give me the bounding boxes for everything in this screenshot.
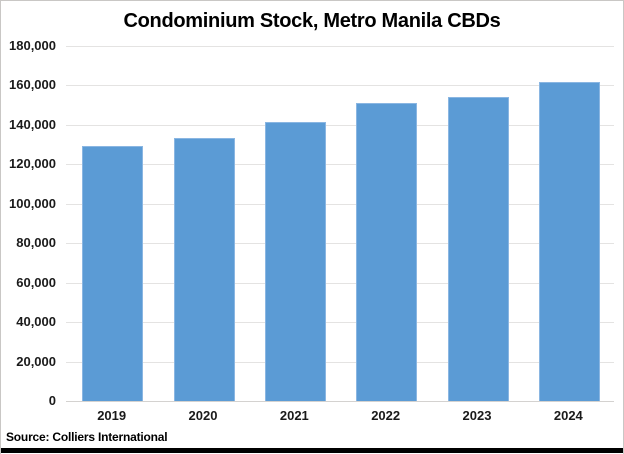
x-tick-label: 2019 bbox=[97, 408, 127, 423]
y-gridline bbox=[66, 322, 614, 323]
y-gridline bbox=[66, 204, 614, 205]
x-tick-label: 2021 bbox=[279, 408, 309, 423]
y-tick-label: 120,000 bbox=[9, 156, 56, 172]
bar-2023 bbox=[448, 97, 509, 401]
y-tick-label: 0 bbox=[48, 393, 56, 408]
y-tick-label: 180,000 bbox=[9, 38, 56, 53]
y-gridline bbox=[66, 85, 614, 86]
y-tick-label: 140,000 bbox=[9, 116, 56, 132]
y-tick-label: 100,000 bbox=[9, 195, 56, 211]
x-axis-line bbox=[66, 401, 614, 402]
chart-title: Condominium Stock, Metro Manila CBDs bbox=[123, 10, 501, 32]
y-gridline bbox=[66, 125, 614, 126]
y-tick-label: 20,000 bbox=[16, 353, 56, 369]
y-gridline bbox=[66, 46, 614, 47]
x-tick-label: 2020 bbox=[188, 408, 218, 423]
bar-2021 bbox=[265, 122, 326, 401]
y-tick-label: 80,000 bbox=[16, 235, 56, 251]
x-tick-label: 2024 bbox=[553, 408, 583, 423]
bar-2024 bbox=[539, 82, 600, 401]
y-gridline bbox=[66, 283, 614, 284]
x-tick-label: 2023 bbox=[462, 408, 492, 423]
y-tick-label: 60,000 bbox=[16, 274, 56, 290]
y-gridline bbox=[66, 243, 614, 244]
y-tick-label: 40,000 bbox=[16, 314, 56, 330]
y-gridline bbox=[66, 164, 614, 165]
bar-2019 bbox=[82, 146, 143, 401]
source-caption: Source: Colliers International bbox=[6, 430, 168, 444]
plot-area bbox=[66, 46, 614, 402]
y-gridline bbox=[66, 362, 614, 363]
bar-2020 bbox=[174, 138, 235, 401]
x-tick-label: 2022 bbox=[371, 408, 401, 423]
y-tick-label: 160,000 bbox=[9, 77, 56, 93]
bottom-black-strip bbox=[1, 448, 623, 453]
bar-2022 bbox=[356, 103, 417, 401]
